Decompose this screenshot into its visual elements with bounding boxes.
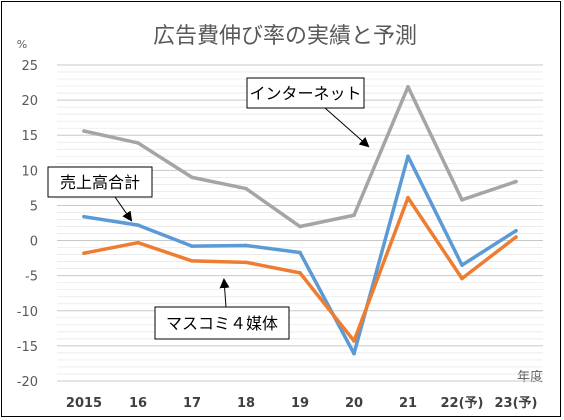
data-point (514, 179, 518, 184)
x-tick-label: 20 (345, 396, 363, 411)
x-tick-label: 18 (237, 396, 255, 411)
y-tick-label: 5 (30, 199, 38, 214)
data-point (190, 244, 194, 248)
data-point (82, 214, 86, 219)
x-tick-label: 17 (183, 396, 201, 411)
y-tick-label: 0 (30, 235, 38, 250)
series-legend-label: インターネット (249, 84, 361, 103)
data-point (136, 141, 140, 145)
series-lines (82, 84, 518, 356)
data-point (406, 154, 410, 159)
data-point (136, 223, 140, 227)
x-tick-label: 19 (291, 396, 309, 411)
data-point (244, 186, 248, 191)
data-point (82, 129, 86, 133)
callout-arrow (114, 196, 133, 222)
y-tick-label: -5 (25, 270, 38, 285)
y-tick-label: -15 (17, 340, 38, 355)
series-legend-label: 売上高合計 (60, 173, 140, 192)
callout-box (246, 77, 365, 109)
y-axis-unit: % (17, 38, 27, 51)
x-tick-label: 21 (399, 396, 417, 411)
data-point (460, 198, 464, 202)
data-point (244, 243, 248, 248)
data-point (136, 240, 140, 245)
data-point (298, 271, 302, 275)
y-tick-label: -10 (17, 305, 38, 320)
data-point (352, 339, 356, 343)
y-tick-label: 25 (21, 59, 38, 74)
data-point (190, 259, 194, 263)
data-point (298, 224, 302, 229)
data-point (406, 195, 410, 200)
data-point (352, 213, 356, 218)
x-tick-label: 22(予) (441, 396, 484, 411)
data-point (82, 251, 86, 255)
x-tick-label: 16 (129, 396, 147, 411)
data-point (352, 351, 356, 356)
x-tick-label: 23(予) (495, 396, 538, 411)
series-legend-label: マスコミ４媒体 (166, 314, 278, 333)
data-point (190, 175, 194, 180)
data-point (244, 260, 248, 265)
data-point (406, 84, 410, 89)
data-point (514, 228, 518, 233)
data-point (514, 235, 518, 239)
y-tick-label: -20 (17, 375, 38, 390)
x-tick-label: 2015 (66, 396, 102, 411)
y-tick-label: 20 (21, 94, 38, 109)
data-point (298, 250, 302, 255)
y-tick-label: 10 (21, 164, 38, 179)
y-tick-label: 15 (21, 129, 38, 144)
data-point (460, 263, 464, 267)
callout-box (154, 306, 290, 340)
callout-arrow (219, 278, 230, 308)
data-point (460, 276, 464, 281)
callout-arrow (324, 107, 370, 148)
callout-box (47, 166, 153, 198)
chart-title: 広告費伸び率の実績と予測 (153, 24, 417, 49)
x-axis-unit: 年度 (517, 369, 543, 385)
